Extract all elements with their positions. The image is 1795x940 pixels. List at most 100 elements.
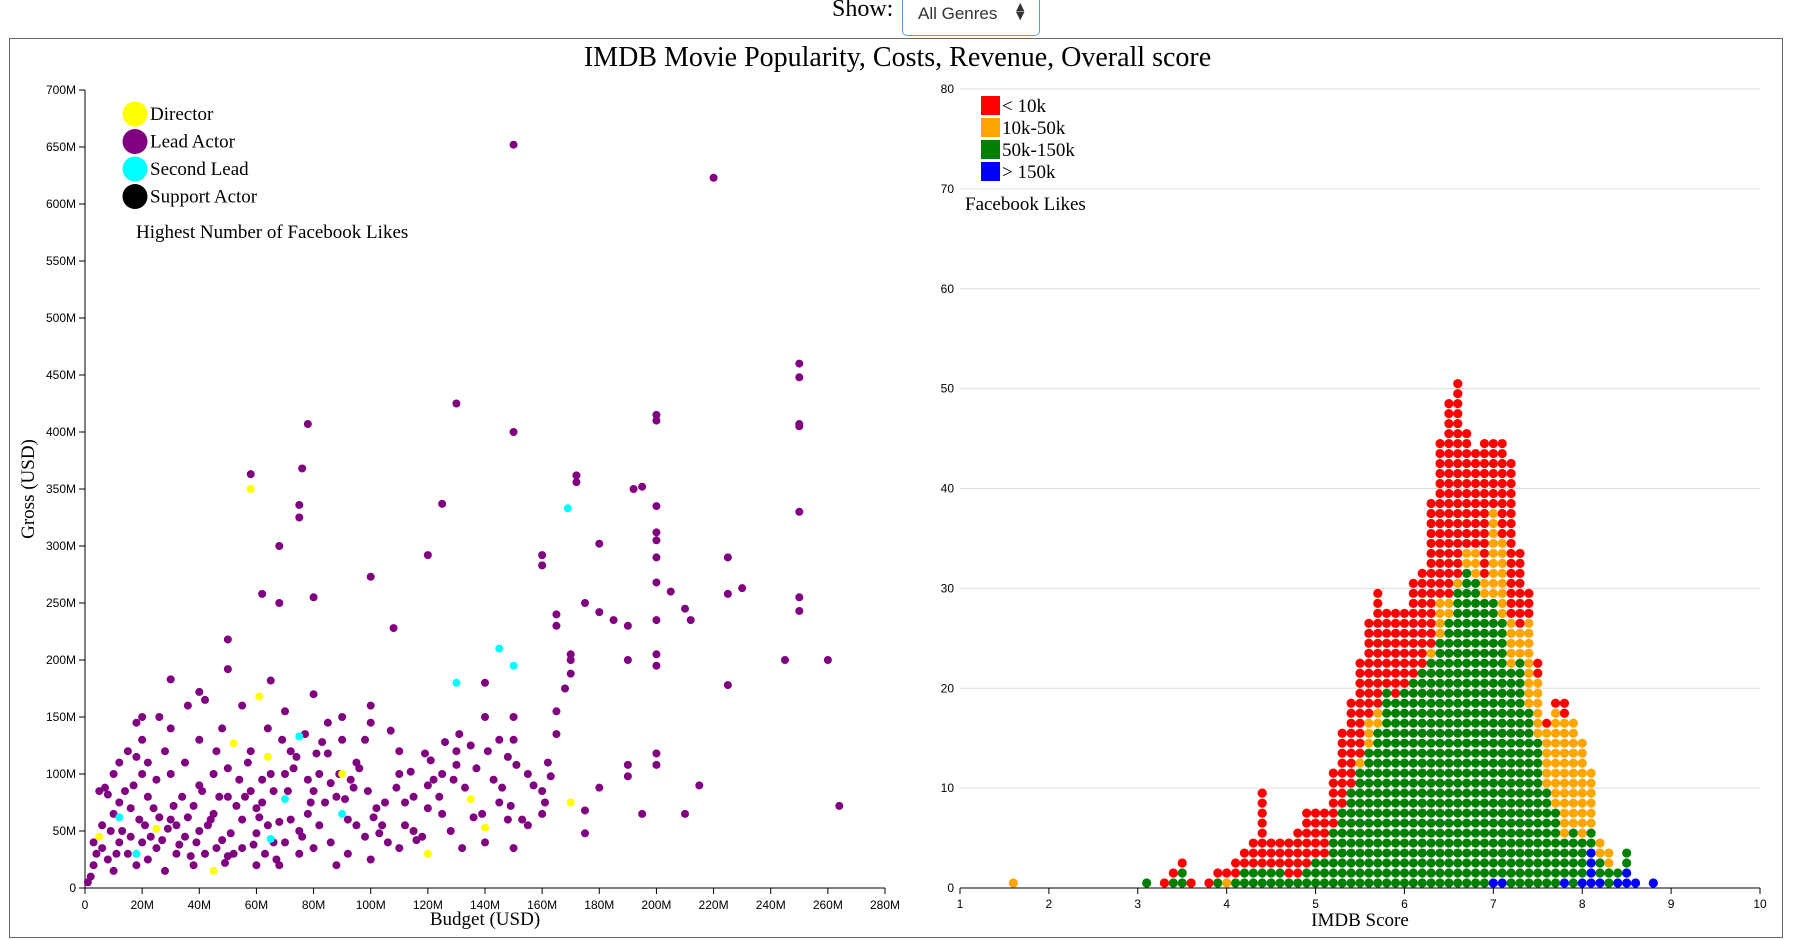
hist-dot: [1515, 708, 1525, 718]
hist-dot: [1319, 848, 1330, 858]
hist-dot: [1426, 848, 1436, 858]
scatter-point: [361, 735, 369, 744]
hist-dot: [1462, 548, 1472, 559]
hist-dot: [1346, 738, 1356, 748]
hist-dot: [1355, 838, 1365, 848]
hist-dot: [1390, 848, 1401, 858]
legend-swatch: [981, 162, 1000, 181]
scatter-point: [438, 770, 447, 778]
scatter-point: [275, 542, 284, 550]
scatter-point: [223, 852, 232, 861]
hist-dot: [1462, 528, 1472, 539]
scatter-point: [481, 713, 489, 721]
chart-title: IMDB Movie Popularity, Costs, Revenue, O…: [583, 42, 1212, 73]
hist-dot: [1399, 628, 1410, 638]
scatter-point: [438, 809, 447, 818]
chart-panel: [9, 38, 1783, 938]
hist-dot: [1497, 778, 1507, 788]
scatter-point: [332, 861, 341, 870]
hist-dot: [1533, 758, 1543, 768]
hist-dot: [1515, 768, 1525, 778]
hist-dot: [1524, 618, 1534, 628]
scatter-point: [238, 844, 247, 853]
hist-dot: [1550, 728, 1561, 738]
hist-dot: [1453, 798, 1463, 808]
hist-dot: [1506, 618, 1516, 628]
hist-dot: [1470, 498, 1481, 509]
hist-dot: [1515, 858, 1525, 868]
hist-dot: [1506, 568, 1516, 578]
scatter-point: [563, 504, 572, 513]
hist-dot: [1453, 428, 1463, 439]
hist-dot: [1542, 878, 1552, 888]
hist-dot: [1488, 748, 1498, 758]
hist-dot: [1542, 848, 1552, 858]
hist-dot: [1408, 878, 1418, 888]
hist-dot: [1390, 668, 1401, 678]
hist-dot: [1497, 808, 1507, 818]
hist-dot: [1497, 718, 1507, 728]
hist-dot: [1310, 868, 1321, 878]
scatter-point: [109, 866, 118, 875]
hist-dot: [1337, 828, 1347, 838]
hist-dot: [1648, 878, 1658, 888]
hist-dot: [1488, 678, 1498, 688]
legend-swatch: [122, 184, 148, 209]
hist-dot: [1462, 438, 1472, 449]
hist-dot: [1364, 718, 1374, 728]
hist-dot: [1444, 618, 1454, 628]
scatter-point: [652, 661, 661, 670]
hist-dot: [1568, 778, 1578, 788]
hist-dot: [1008, 878, 1018, 888]
hist-dot: [1346, 878, 1356, 888]
hist-dot: [1542, 758, 1552, 768]
hist-dot: [1408, 688, 1418, 698]
genre-select[interactable]: All Genres ▲ ▼: [902, 0, 1040, 36]
x-tick-label: 8: [1579, 897, 1586, 911]
hist-dot: [1506, 628, 1516, 638]
hist-dot: [1302, 828, 1312, 838]
scatter-point: [252, 804, 261, 813]
hist-dot: [1408, 608, 1418, 618]
hist-dot: [1453, 578, 1463, 588]
x-axis-title: IMDB Score: [1311, 910, 1409, 931]
y-tick-label: 700M: [46, 83, 76, 97]
hist-dot: [1355, 748, 1365, 758]
hist-dot: [1470, 628, 1481, 638]
hist-dot: [1399, 798, 1410, 808]
hist-dot: [1373, 608, 1383, 618]
hist-dot: [1435, 788, 1445, 798]
hist-dot: [1382, 688, 1392, 698]
hist-dot: [1444, 688, 1454, 698]
hist-dot: [1462, 868, 1472, 878]
hist-dot: [1524, 668, 1534, 678]
scatter-point: [138, 838, 147, 847]
hist-dot: [1373, 658, 1383, 668]
scatter-point: [218, 836, 227, 845]
hist-dot: [1417, 658, 1427, 668]
hist-dot: [1506, 508, 1516, 519]
hist-dot: [1390, 878, 1401, 888]
hist-dot: [1506, 528, 1516, 539]
hist-dot: [1586, 788, 1596, 798]
hist-dot: [1257, 818, 1267, 828]
hist-dot: [1488, 818, 1498, 828]
hist-dot: [1302, 868, 1312, 878]
scatter-point: [223, 635, 232, 644]
hist-dot: [1506, 718, 1516, 728]
y-tick-label: 450M: [46, 368, 76, 382]
hist-dot: [1337, 728, 1347, 738]
scatter-point: [149, 804, 158, 813]
hist-dot: [1444, 428, 1454, 439]
hist-dot: [1497, 698, 1507, 708]
hist-dot: [1479, 758, 1490, 768]
hist-dot: [1497, 618, 1507, 628]
hist-dot: [1497, 478, 1507, 489]
hist-dot: [1453, 818, 1463, 828]
scatter-point: [503, 815, 512, 824]
hist-dot: [1479, 568, 1490, 578]
hist-dot: [1390, 748, 1401, 758]
scatter-point: [523, 821, 532, 830]
hist-dot: [1310, 878, 1321, 888]
hist-dot: [1364, 838, 1374, 848]
